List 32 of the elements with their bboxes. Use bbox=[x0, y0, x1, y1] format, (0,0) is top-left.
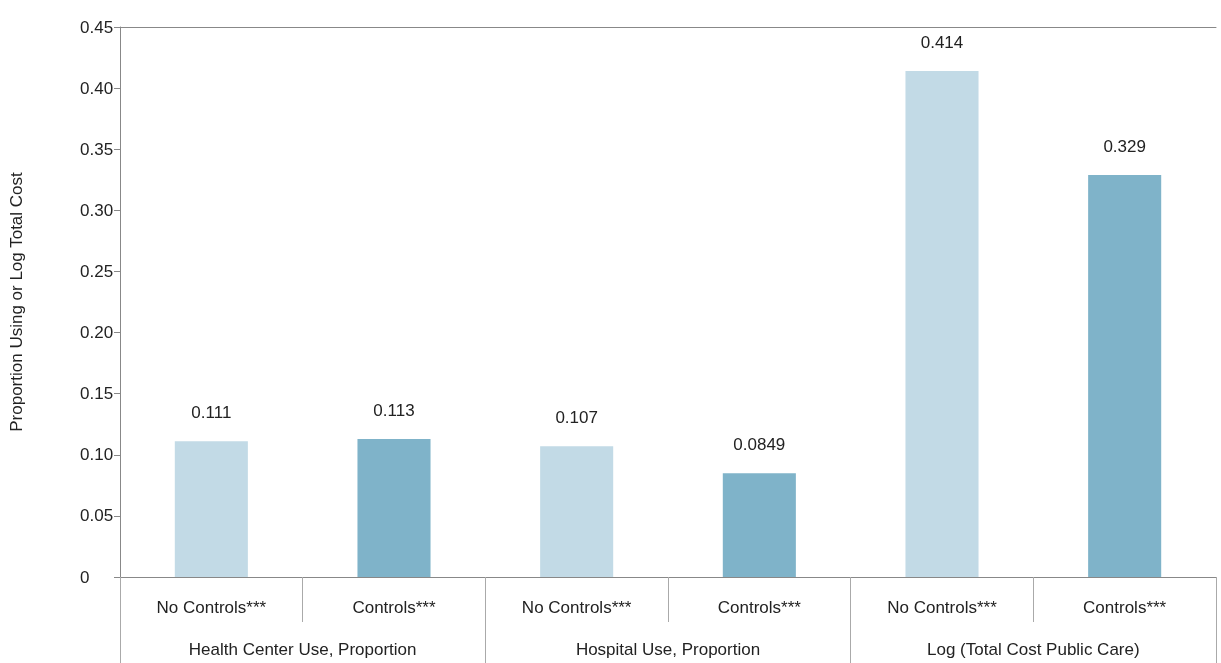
y-tick-label: 0 bbox=[80, 567, 90, 587]
data-label: 0.113 bbox=[373, 400, 415, 420]
y-tick-label: 0.10 bbox=[80, 445, 114, 465]
y-tick-label: 0.45 bbox=[80, 17, 114, 37]
bar bbox=[1088, 174, 1162, 577]
y-tick-label: 0.25 bbox=[80, 261, 114, 281]
bar bbox=[722, 473, 796, 577]
data-label: 0.414 bbox=[920, 33, 964, 52]
x-tick-label: No Controls*** bbox=[521, 598, 632, 617]
bar bbox=[174, 441, 248, 577]
data-label: 0.329 bbox=[1103, 136, 1146, 156]
data-label: 0.111 bbox=[191, 403, 232, 423]
text: Health Center Use, Proportion bbox=[188, 640, 417, 659]
x-tick-label: No Controls*** bbox=[156, 598, 267, 617]
x-tick-label: Controls*** bbox=[717, 598, 802, 617]
y-axis-title: Proportion Using or Log Total Cost bbox=[7, 171, 26, 432]
x-tick-label: Controls*** bbox=[1083, 598, 1167, 617]
y-tick-label: 0.40 bbox=[80, 78, 114, 98]
y-tick-label: 0.15 bbox=[80, 384, 114, 404]
x-tick-label: No Controls*** bbox=[887, 598, 998, 617]
text: Hospital Use, Proportion bbox=[575, 640, 761, 659]
y-tick-label: 0.30 bbox=[80, 200, 114, 220]
bar bbox=[540, 446, 614, 577]
text: Log (Total Cost Public Care) bbox=[927, 640, 1140, 659]
y-tick-label: 0.20 bbox=[80, 323, 114, 343]
bar bbox=[905, 71, 979, 577]
data-label: 0.0849 bbox=[733, 435, 786, 455]
y-tick-label: 0.35 bbox=[80, 139, 114, 159]
x-tick-label: Controls*** bbox=[352, 598, 436, 617]
data-label: 0.107 bbox=[555, 408, 598, 428]
bar bbox=[357, 438, 431, 577]
y-tick-label: 0.05 bbox=[80, 506, 114, 526]
